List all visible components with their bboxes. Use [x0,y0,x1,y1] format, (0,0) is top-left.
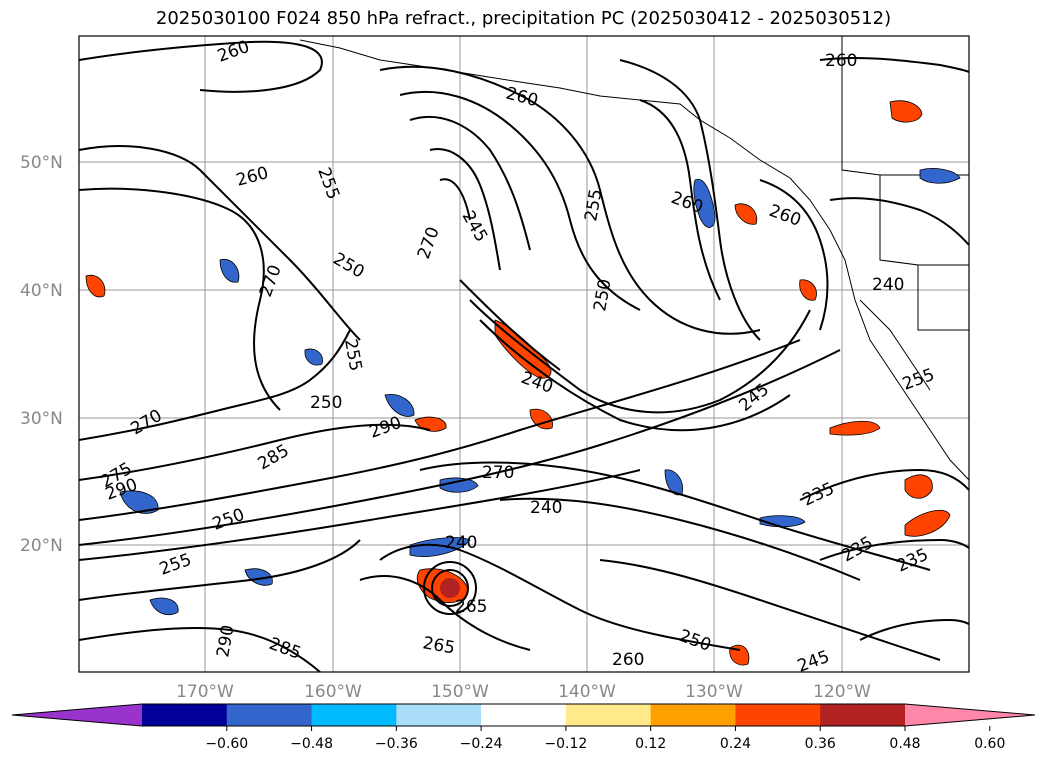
contour-label: 260 [612,650,644,670]
lat-label-20n: 20°N [20,536,63,556]
colorbar-tick-label: 0.36 [805,736,836,752]
colorbar-segment [735,704,821,726]
colorbar-tick-label: 0.12 [635,736,666,752]
map-frame [78,35,970,673]
colorbar-segment [481,704,567,726]
lon-label-150w: 150°W [431,682,489,702]
colorbar-extend-high [905,704,1035,726]
precip-area-positive [729,644,750,666]
refractivity-contours [78,40,970,673]
precip-area-positive [799,279,817,301]
contour-label: 265 [455,597,487,617]
precip-area-positive [829,420,881,436]
precip-area-negative [149,597,179,616]
colorbar-segment [565,704,652,726]
precip-area-positive [904,509,951,537]
lon-label-130w: 130°W [685,682,743,702]
lon-label-160w: 160°W [304,682,362,702]
colorbar-segment [311,704,397,726]
colorbar-segment [820,704,906,726]
colorbar-tick-label: −0.60 [205,736,248,752]
colorbar-tick-label: 0.60 [974,736,1005,752]
lon-label-140w: 140°W [558,682,616,702]
colorbar-tick-label: 0.24 [720,736,751,752]
colorbar-outline [11,703,1036,727]
colorbar-tick-label: −0.24 [460,736,503,752]
lon-label-170w: 170°W [176,682,234,702]
precip-area-negative [439,477,479,493]
lon-label-120w: 120°W [813,682,871,702]
colorbar-segment [226,704,313,726]
precip-area-positive [889,100,923,123]
low-pressure-center [423,561,477,615]
colorbar-tick-label: −0.36 [375,736,418,752]
contour-label: 240 [445,533,477,553]
latitude-labels: 50°N 40°N 30°N 20°N [20,153,63,556]
colorbar-segment [142,704,228,726]
contour-label: 250 [310,393,342,413]
colorbar: −0.60 −0.48 −0.36 −0.24 −0.12 0.12 0.24 0.36 0.4… [11,703,1036,752]
contour-label: 240 [872,275,904,295]
contour-label: 240 [530,498,562,518]
precip-area-positive [85,274,106,298]
low-pressure-center [431,569,469,607]
precip-area-negative [304,348,323,366]
lat-label-50n: 50°N [20,153,63,173]
precip-area-negative [919,168,961,184]
colorbar-tick-label: 0.48 [889,736,920,752]
precip-area-negative [409,537,471,557]
map-title: 2025030100 F024 850 hPa refract., precip… [155,8,892,29]
precip-area-positive [904,474,933,499]
colorbar-tick-label: −0.12 [544,736,587,752]
map-panel: 260 260 260 260 255 245 260 270 250 255 … [78,35,970,677]
lat-label-30n: 30°N [20,409,63,429]
precip-area-negative [384,394,415,417]
precip-area-negative [219,258,240,283]
precip-area-positive [734,203,758,225]
colorbar-extend-low [12,704,142,726]
colorbar-segment [650,704,736,726]
lat-label-40n: 40°N [20,281,63,301]
precip-area-positive [529,408,553,430]
colorbar-tick-label: −0.48 [290,736,333,752]
precip-area-negative [119,490,159,514]
contour-label: 260 [825,51,857,71]
longitude-labels: 170°W 160°W 150°W 140°W 130°W 120°W [176,682,871,702]
colorbar-segment [396,704,482,726]
contour-label: 270 [482,463,514,483]
precip-area-positive [440,578,460,598]
precip-area-negative [244,568,273,586]
graticule [79,36,969,672]
precip-area-negative [693,178,716,228]
